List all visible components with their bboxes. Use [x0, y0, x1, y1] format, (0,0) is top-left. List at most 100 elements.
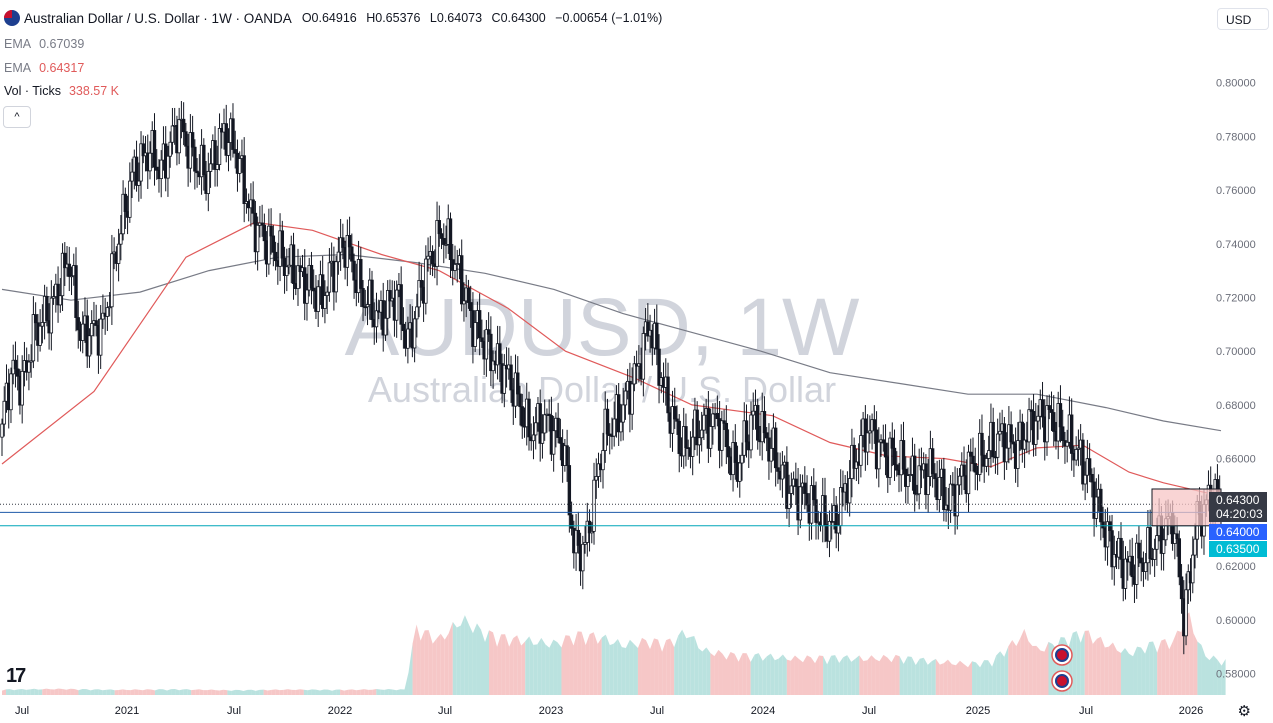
candle-body [1112, 554, 1116, 568]
volume-bar [58, 688, 63, 695]
symbol-title[interactable]: Australian Dollar / U.S. Dollar · 1W · O… [24, 10, 292, 26]
volume-bar [66, 688, 71, 695]
volume-bar [183, 689, 188, 695]
candle-body [865, 432, 870, 453]
volume-bar [654, 638, 659, 695]
volume-bar [344, 689, 349, 695]
volume-bar [1000, 651, 1005, 695]
candle-body [892, 447, 897, 466]
candle-body [320, 274, 325, 309]
currency-selector[interactable]: USD [1217, 8, 1269, 30]
candle-body [347, 235, 352, 248]
candle-body [491, 360, 495, 372]
volume-bar [203, 690, 208, 695]
candle-body [1099, 488, 1103, 523]
ema-fast-legend[interactable]: EMA 0.64317 [4, 61, 85, 75]
volume-bar [1024, 628, 1029, 695]
candle-body [1094, 496, 1099, 519]
volume-bar [565, 635, 570, 695]
volume-bar [879, 654, 884, 695]
candle-body [430, 251, 435, 265]
candle-body [417, 280, 421, 308]
volume-bar [911, 656, 916, 695]
volume-bar [74, 689, 79, 695]
volume-bar [541, 637, 546, 695]
candle-body [105, 307, 110, 317]
candle-body [684, 426, 688, 449]
volume-bar [336, 689, 341, 695]
bar-countdown: 04:20:03 [1216, 507, 1263, 521]
volume-bar [549, 639, 554, 695]
candle-body [565, 445, 569, 466]
volume-bar [976, 662, 981, 695]
collapse-legend-button[interactable]: ^ [3, 106, 31, 128]
tradingview-logo[interactable]: 17 [6, 665, 26, 687]
candle-body [38, 325, 42, 346]
candle-body [917, 465, 921, 495]
candle-body [401, 323, 406, 332]
volume-bar [1169, 640, 1174, 695]
candle-body [69, 275, 74, 278]
volume-bar [915, 658, 920, 695]
volume-bar [843, 655, 848, 695]
candle-body [605, 408, 610, 435]
volume-bar [243, 689, 248, 695]
volume-bar [875, 659, 880, 695]
candle-body [0, 423, 4, 438]
candle-body [991, 421, 995, 458]
volume-bar [1104, 646, 1109, 695]
volume-bar [134, 689, 139, 695]
candle-body [547, 413, 551, 416]
volume-bar [1137, 646, 1142, 695]
candle-body [738, 462, 742, 482]
volume-legend[interactable]: Vol · Ticks 338.57 K [4, 84, 120, 98]
gear-icon[interactable]: ⚙ [1237, 703, 1251, 720]
candle-body [764, 432, 769, 439]
candle-body [116, 243, 121, 264]
volume-bar [690, 635, 695, 695]
volume-bar [1193, 632, 1198, 695]
candle-body [215, 164, 219, 170]
volume-bar [827, 655, 832, 695]
candle-body [901, 440, 906, 470]
volume-bar [831, 655, 836, 695]
volume-bar [1012, 640, 1017, 695]
ema-slow-legend[interactable]: EMA 0.67039 [4, 37, 85, 51]
candle-body [726, 446, 731, 458]
candle-body [455, 263, 459, 266]
volume-bar [947, 659, 952, 695]
volume-bar [782, 654, 787, 695]
volume-bar [955, 660, 960, 695]
candle-body [1179, 576, 1184, 600]
volume-bar [54, 688, 59, 695]
volume-bar [90, 689, 95, 695]
volume-bar [1221, 659, 1226, 695]
candle-body [231, 118, 235, 150]
volume-bar [980, 660, 985, 695]
volume-bar [605, 634, 610, 695]
candle-body [673, 406, 677, 420]
candle-body [744, 420, 749, 443]
candle-body [1148, 527, 1152, 559]
candle-body [1047, 405, 1051, 410]
volume-bar [939, 663, 944, 695]
volume-bar [621, 647, 626, 695]
volume-bar [215, 690, 220, 695]
volume-bar [790, 655, 795, 695]
candle-body [1130, 555, 1134, 578]
candle-body [224, 123, 228, 156]
volume-bar [493, 632, 498, 695]
candle-body [287, 264, 291, 268]
candle-body [202, 144, 206, 176]
volume-bar [585, 634, 590, 695]
volume-bar [187, 689, 192, 695]
candle-body [206, 171, 211, 194]
level-label-0.64: 0.64000 [1209, 524, 1267, 540]
candle-body [666, 376, 670, 414]
candle-body [87, 335, 92, 357]
candle-body [594, 476, 598, 481]
volume-bar [730, 651, 735, 695]
candle-body [576, 529, 581, 546]
candle-body [130, 171, 134, 182]
